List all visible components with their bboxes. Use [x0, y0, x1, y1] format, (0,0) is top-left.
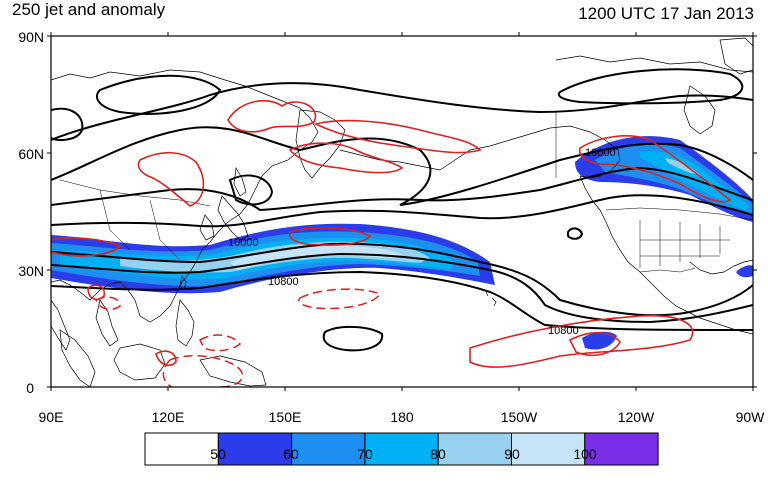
anomaly-contours-negative: [95, 288, 382, 387]
coast-borneo: [113, 343, 166, 381]
coast-northamerica-west: [579, 175, 753, 335]
height-contour-4: [51, 194, 753, 228]
lon-label-90e: 90E: [39, 409, 64, 425]
coast-kamchatka: [295, 109, 346, 179]
lon-label-150e: 150E: [269, 409, 302, 425]
lon-label-90w: 90W: [736, 409, 766, 425]
lon-label-120w: 120W: [618, 409, 655, 425]
axis-ticks: [47, 32, 757, 391]
borders: [59, 112, 753, 273]
coastlines: [51, 37, 753, 387]
colorbar-box: [364, 432, 439, 466]
height-contour-low-pacific: [228, 174, 274, 206]
colorbar-label: 80: [430, 446, 446, 462]
coast-greenland: [719, 37, 753, 75]
anomaly-neg-4: [95, 296, 121, 311]
height-contour-7: [51, 270, 753, 331]
map-area: [51, 37, 753, 387]
coast-korea: [199, 214, 215, 241]
height-contour-1: [51, 82, 753, 141]
colorbar-label: 70: [357, 446, 373, 462]
anomaly-contour-9: [568, 331, 621, 356]
coast-arctic-na: [555, 55, 753, 73]
lon-label-150w: 150W: [501, 409, 538, 425]
coast-aleutians: [339, 149, 441, 171]
coast-india: [51, 299, 71, 351]
anomaly-neg-1: [298, 288, 382, 310]
colorbar-box: [291, 432, 366, 466]
jet-shade-na-60: [595, 144, 753, 215]
border-us-states: [639, 220, 730, 268]
colorbar-box: [584, 432, 659, 466]
coast-sumatra: [59, 329, 96, 387]
colorbar-box: [437, 432, 513, 466]
lat-label-90n: 90N: [18, 29, 44, 45]
figure-title: 250 jet and anomaly: [12, 0, 166, 19]
anomaly-contour-1: [227, 99, 317, 133]
jet-shade-na-80: [665, 158, 700, 175]
anomaly-contour-11: [155, 350, 177, 367]
colorbar-label: 60: [283, 446, 299, 462]
lat-label-30n: 30N: [18, 263, 44, 279]
coast-hawaii: [485, 291, 497, 307]
valid-time: 1200 UTC 17 Jan 2013: [578, 4, 754, 23]
border-us-mexico: [639, 267, 696, 273]
lon-label-180: 180: [390, 409, 414, 425]
anomaly-contour-7: [578, 135, 732, 203]
height-contour-6: [51, 252, 753, 324]
contour-label: 10000: [585, 147, 616, 159]
lon-labels: 90E 120E 150E 180 150W 120W 90W: [39, 409, 766, 425]
border-asia: [59, 179, 211, 261]
border-us-canada: [605, 207, 753, 221]
height-contour-high-arctic: [557, 68, 744, 105]
lat-labels: 90N 60N 30N 0: [18, 29, 44, 396]
height-contour-small-1: [567, 227, 584, 240]
contour-label: 10800: [268, 276, 299, 288]
coast-gulf-mexico: [689, 259, 753, 275]
colorbar-box: [511, 432, 586, 466]
coast-asia: [51, 69, 319, 323]
contour-label: 10000: [228, 237, 259, 249]
coast-newguinea: [199, 355, 267, 387]
anomaly-neg-3: [162, 355, 244, 387]
colorbar-label: 50: [210, 446, 226, 462]
anomaly-contour-8: [469, 314, 694, 368]
colorbar-labels: 50 60 70 80 90 100: [210, 446, 597, 462]
colorbar-box: [144, 432, 219, 466]
contour-labels: 10000 10800 10800 10000: [228, 147, 616, 337]
coast-indochina: [95, 299, 119, 347]
colorbar-label: 100: [573, 446, 597, 462]
anomaly-neg-2: [199, 334, 242, 352]
contour-label: 10800: [548, 325, 579, 337]
anomaly-contour-2: [137, 151, 205, 207]
height-contour-5: [51, 242, 753, 317]
anomaly-contour-6: [288, 227, 372, 246]
anomaly-contour-3: [288, 142, 404, 174]
coast-hudson: [683, 85, 716, 135]
jet-shade-sub: [582, 331, 617, 350]
coast-sakhalin: [233, 166, 247, 197]
anomaly-contour-5: [51, 237, 122, 257]
lat-label-0: 0: [26, 380, 34, 396]
jet-shade-gulf: [736, 265, 753, 278]
height-contour-2: [51, 126, 753, 206]
lon-label-120e: 120E: [152, 409, 185, 425]
height-contour-low-west: [51, 107, 84, 141]
colorbar-box: [217, 432, 293, 466]
colorbar-boxes: [144, 432, 659, 466]
height-contours: [51, 68, 753, 352]
colorbar-label: 90: [504, 446, 520, 462]
anomaly-contours: [51, 99, 732, 368]
anomaly-contour-10: [87, 284, 106, 301]
height-contour-small-2: [322, 326, 384, 352]
height-contour-high-npac: [95, 74, 222, 115]
coast-philippines: [175, 299, 195, 347]
lat-label-60n: 60N: [18, 146, 44, 162]
colorbar: 50 60 70 80 90 100: [144, 432, 659, 466]
anomaly-contour-4: [313, 119, 482, 154]
coast-japan: [217, 195, 249, 241]
